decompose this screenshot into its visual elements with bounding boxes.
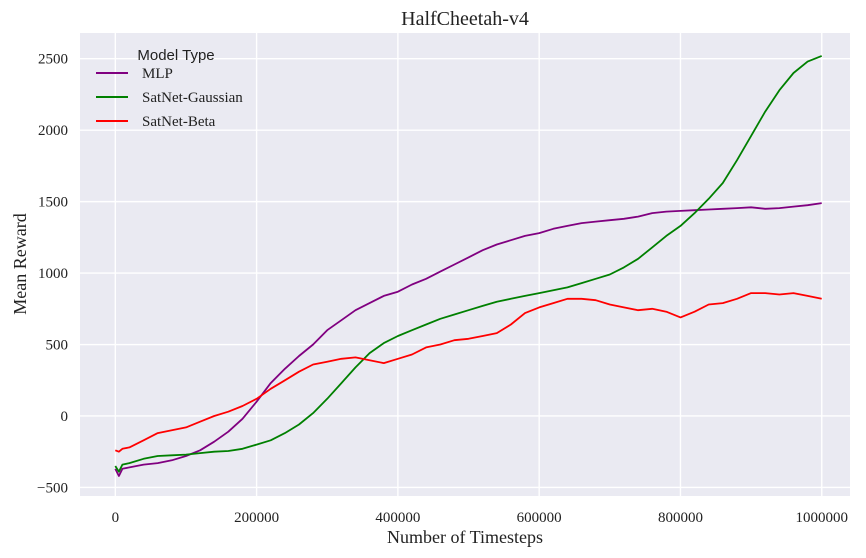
series-line-satnet-beta <box>114 292 822 453</box>
chart-title: HalfCheetah-v4 <box>401 8 529 30</box>
series-line-satnet-gaussian <box>114 55 823 473</box>
x-tick-label: 400000 <box>375 510 420 526</box>
series-lines <box>114 55 823 477</box>
y-tick-label: 1000 <box>38 266 68 282</box>
x-tick-label: 1000000 <box>795 510 848 526</box>
legend-entry: SatNet-Gaussian <box>142 90 243 106</box>
legend-entry: MLP <box>142 66 173 82</box>
x-axis-label: Number of Timesteps <box>387 527 543 547</box>
legend-title: Model Type <box>137 47 214 64</box>
legend: Model Type MLP SatNet-Gaussian SatNet-Beta <box>96 47 243 130</box>
series-line-mlp <box>114 202 822 477</box>
grid <box>80 33 850 496</box>
y-tick-label: −500 <box>37 480 68 496</box>
y-tick-label: 2500 <box>38 52 68 68</box>
y-tick-label: 1500 <box>38 195 68 211</box>
x-axis-ticks: 0 200000 400000 600000 800000 1000000 <box>112 510 848 526</box>
y-axis-label: Mean Reward <box>10 213 30 314</box>
x-tick-label: 0 <box>112 510 120 526</box>
y-tick-label: 2000 <box>38 123 68 139</box>
x-tick-label: 800000 <box>658 510 703 526</box>
x-tick-label: 600000 <box>517 510 562 526</box>
y-tick-label: 500 <box>46 338 69 354</box>
x-tick-label: 200000 <box>234 510 279 526</box>
y-axis-ticks: −500 0 500 1000 1500 2000 2500 <box>37 52 68 497</box>
legend-entry: SatNet-Beta <box>142 114 216 130</box>
y-tick-label: 0 <box>61 409 69 425</box>
